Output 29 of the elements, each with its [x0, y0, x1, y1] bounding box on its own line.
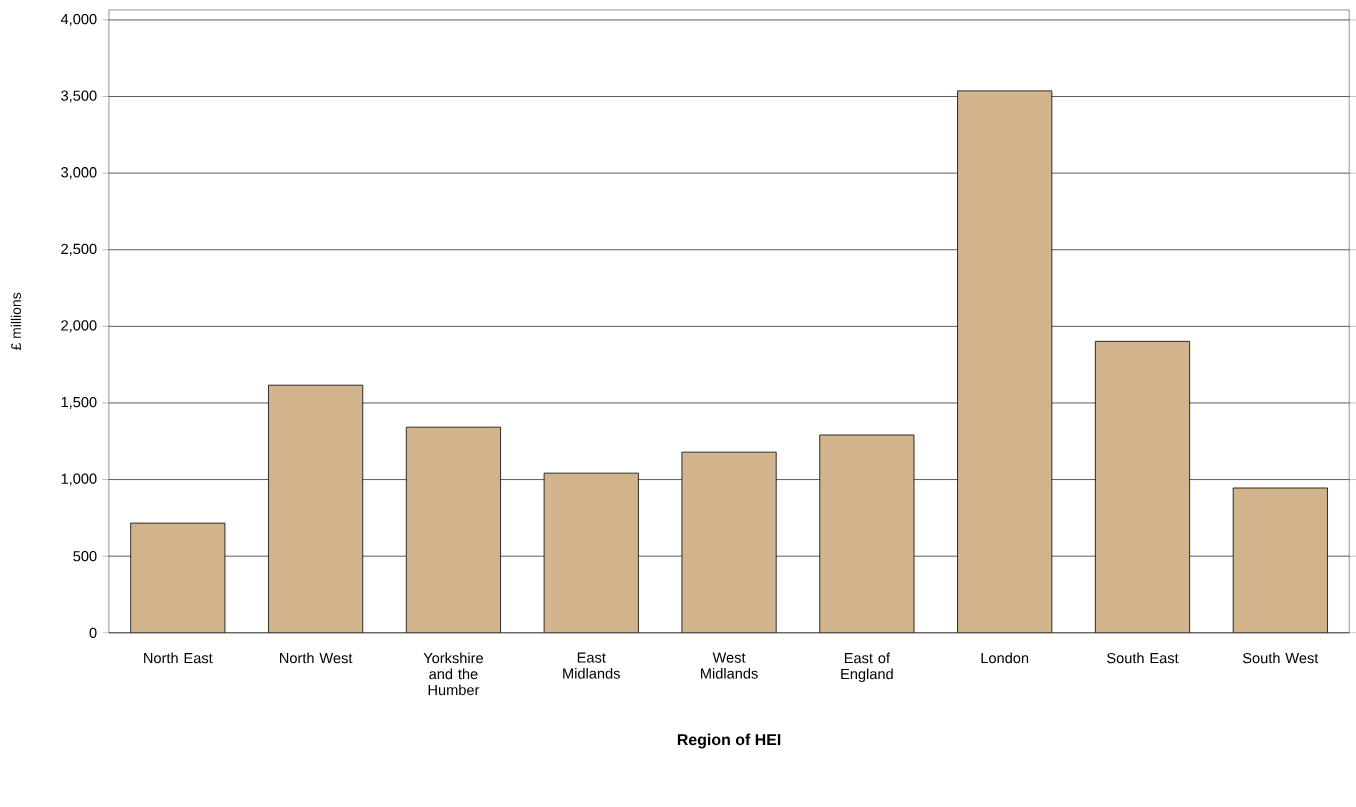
y-axis-title: £ millions	[10, 292, 21, 351]
bar	[1095, 341, 1190, 633]
bar	[268, 384, 364, 633]
x-tick-label: South East	[1107, 652, 1179, 664]
y-tick-label: 2,500	[61, 243, 97, 256]
y-tick-label: 4,000	[60, 14, 97, 27]
x-axis-title: Region of HEI	[677, 733, 781, 749]
x-tick-label: South West	[1242, 652, 1319, 664]
bar	[957, 90, 1053, 633]
x-tick-label: East Midlands	[563, 652, 620, 679]
y-tick-label: 2,000	[61, 320, 97, 333]
x-tick-label: Yorkshire and the Humber	[423, 652, 483, 696]
y-tick-label: 1,000	[61, 473, 97, 486]
y-tick-label: 3,000	[61, 167, 97, 180]
bar	[405, 426, 501, 633]
y-tick-label: 500	[73, 551, 97, 562]
bar	[130, 522, 226, 633]
x-tick-label: North East	[144, 652, 213, 664]
x-tick-label: North West	[280, 652, 353, 664]
bar	[543, 472, 639, 633]
y-tick-label: 1,500	[61, 397, 97, 410]
bar	[819, 434, 915, 633]
x-tick-label: London	[981, 652, 1029, 664]
bar	[681, 451, 777, 633]
y-tick-label: 0	[89, 627, 97, 639]
y-tick-label: 3,500	[61, 90, 97, 103]
x-tick-label: West Midlands	[701, 652, 758, 679]
bar	[1232, 487, 1328, 633]
x-tick-label: East of England	[841, 652, 893, 683]
